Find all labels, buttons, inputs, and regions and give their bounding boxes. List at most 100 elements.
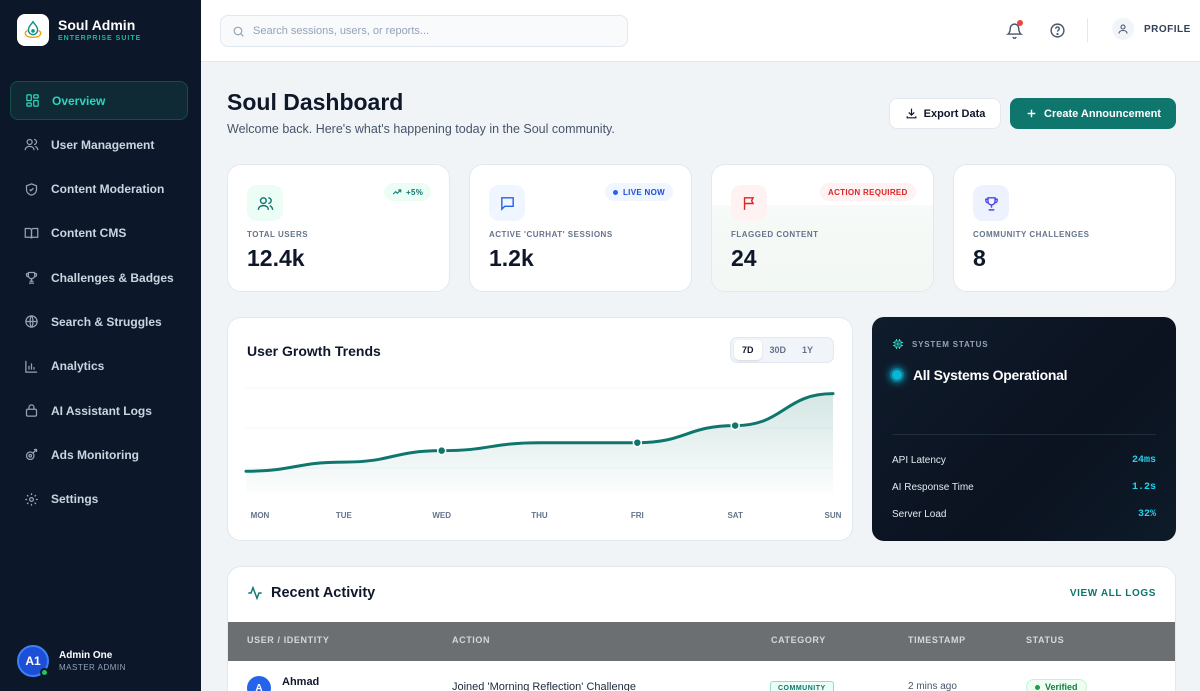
column-header[interactable]: TIMESTAMP <box>908 635 966 645</box>
sidebar-item-label: Settings <box>51 492 99 507</box>
brand-subtitle: ENTERPRISE SUITE <box>58 34 142 42</box>
range-30d-button[interactable]: 30D <box>769 345 787 355</box>
table-row[interactable]: A Ahmad Joined 'Morning Reflection' Chal… <box>228 661 1175 691</box>
status-dot <box>1035 684 1040 690</box>
brand-logo-icon <box>17 14 49 46</box>
page-title: Soul Dashboard <box>227 89 404 115</box>
column-header[interactable]: STATUS <box>1026 635 1065 645</box>
sidebar-item-search-struggles[interactable]: Search & Struggles <box>10 302 188 341</box>
profile-button[interactable]: PROFILE <box>1112 18 1191 40</box>
data-point[interactable] <box>730 420 740 431</box>
system-status-card: SYSTEM STATUS All Systems Operational AP… <box>872 317 1176 541</box>
sidebar-item-label: Ads Monitoring <box>51 447 139 462</box>
column-header[interactable]: CATEGORY <box>771 635 826 645</box>
trend-badge-label: +5% <box>406 187 424 197</box>
export-data-button[interactable]: Export Data <box>889 98 1001 129</box>
grid-icon <box>24 93 40 109</box>
divider <box>892 434 1156 435</box>
stat-card-community-challenges[interactable]: COMMUNITY CHALLENGES 8 <box>953 164 1176 292</box>
users-icon <box>247 185 283 221</box>
stat-label: ACTIVE 'CURHAT' SESSIONS <box>489 230 613 239</box>
trending-up-icon <box>392 189 402 195</box>
stat-label: TOTAL USERS <box>247 230 309 239</box>
stat-label: FLAGGED CONTENT <box>731 230 819 239</box>
book-icon <box>23 225 39 241</box>
sidebar-nav: Overview User Management Content Moderat… <box>10 81 188 524</box>
stat-value: 24 <box>731 245 757 271</box>
current-user[interactable]: A1 Admin One MASTER ADMIN <box>17 645 126 677</box>
target-icon <box>23 447 39 463</box>
x-tick-label: MON <box>251 511 270 520</box>
sidebar-item-analytics[interactable]: Analytics <box>10 347 188 386</box>
help-circle-icon <box>1049 22 1065 38</box>
search-box[interactable] <box>220 15 628 47</box>
range-7d-button[interactable]: 7D <box>734 340 762 360</box>
sidebar-item-challenges-badges[interactable]: Challenges & Badges <box>10 258 188 297</box>
metric-server-load: Server Load 32% <box>892 509 1156 520</box>
notification-dot <box>1017 20 1023 26</box>
download-icon <box>906 108 917 119</box>
metric-name: AI Response Time <box>892 482 974 493</box>
cpu-icon <box>893 339 903 349</box>
live-dot <box>613 189 618 195</box>
brand[interactable]: Soul Admin ENTERPRISE SUITE <box>17 14 141 46</box>
x-tick-label: SAT <box>727 511 743 520</box>
range-1y-button[interactable]: 1Y <box>802 345 814 355</box>
live-badge-label: LIVE NOW <box>623 187 665 197</box>
x-tick-label: SUN <box>825 511 842 520</box>
live-badge: LIVE NOW <box>605 183 673 201</box>
topbar-divider <box>1087 18 1088 42</box>
range-selector: 7D 30D 1Y <box>730 337 834 363</box>
brand-name: Soul Admin <box>58 16 136 33</box>
recent-activity-title-label: Recent Activity <box>271 585 376 601</box>
bell-icon <box>1005 22 1023 39</box>
metric-value: 32% <box>1137 509 1156 520</box>
sidebar-item-ai-assistant-logs[interactable]: AI Assistant Logs <box>10 391 188 430</box>
growth-chart: MON TUE WED THU FRI SAT SUN <box>244 387 842 520</box>
column-header[interactable]: USER / IDENTITY <box>247 635 330 645</box>
column-header[interactable]: ACTION <box>452 635 491 645</box>
system-status-heading-label: SYSTEM STATUS <box>912 339 989 349</box>
system-status-label: All Systems Operational <box>913 367 1068 383</box>
status-label: Verified <box>1045 682 1078 691</box>
page-subtitle: Welcome back. Here's what's happening to… <box>227 122 615 136</box>
action-required-badge: ACTION REQUIRED <box>820 183 916 201</box>
sidebar-item-label: Content Moderation <box>51 182 165 197</box>
sidebar-item-settings[interactable]: Settings <box>10 480 188 519</box>
gear-icon <box>23 491 39 507</box>
avatar: A <box>247 676 271 691</box>
metric-ai-response-time: AI Response Time 1.2s <box>892 482 1156 493</box>
user-role: MASTER ADMIN <box>59 663 126 672</box>
users-icon <box>23 137 39 153</box>
flag-icon <box>731 185 767 221</box>
data-point[interactable] <box>632 437 643 448</box>
view-all-logs-link[interactable]: VIEW ALL LOGS <box>1069 588 1156 599</box>
x-tick-label: TUE <box>336 511 353 520</box>
sidebar-item-user-management[interactable]: User Management <box>10 125 188 164</box>
stat-card-flagged-content[interactable]: ACTION REQUIRED FLAGGED CONTENT 24 <box>711 164 934 292</box>
system-status-heading: SYSTEM STATUS <box>892 338 988 350</box>
sidebar-item-overview[interactable]: Overview <box>10 81 188 120</box>
search-input[interactable] <box>253 25 613 37</box>
create-announcement-button[interactable]: Create Announcement <box>1010 98 1176 129</box>
table-header: USER / IDENTITY ACTION CATEGORY TIMESTAM… <box>228 622 1175 661</box>
sidebar-item-label: AI Assistant Logs <box>51 403 152 418</box>
stat-card-total-users[interactable]: +5% TOTAL USERS 12.4k <box>227 164 450 292</box>
stat-value: 8 <box>973 245 986 271</box>
timestamp: 2 mins ago <box>908 681 957 691</box>
online-indicator <box>40 668 49 677</box>
x-tick-label: THU <box>531 511 548 520</box>
stat-card-active-sessions[interactable]: LIVE NOW ACTIVE 'CURHAT' SESSIONS 1.2k <box>469 164 692 292</box>
sidebar-item-ads-monitoring[interactable]: Ads Monitoring <box>10 435 188 474</box>
notifications-button[interactable] <box>1004 20 1024 40</box>
sidebar-item-content-cms[interactable]: Content CMS <box>10 214 188 253</box>
metric-name: API Latency <box>892 455 946 466</box>
topbar: PROFILE <box>201 0 1200 62</box>
chart-title: User Growth Trends <box>247 343 381 359</box>
help-button[interactable] <box>1047 20 1067 40</box>
user-icon <box>1112 18 1134 40</box>
sidebar-item-content-moderation[interactable]: Content Moderation <box>10 170 188 209</box>
sidebar-item-label: Analytics <box>51 359 105 374</box>
data-point[interactable] <box>436 445 447 456</box>
globe-icon <box>23 314 39 330</box>
